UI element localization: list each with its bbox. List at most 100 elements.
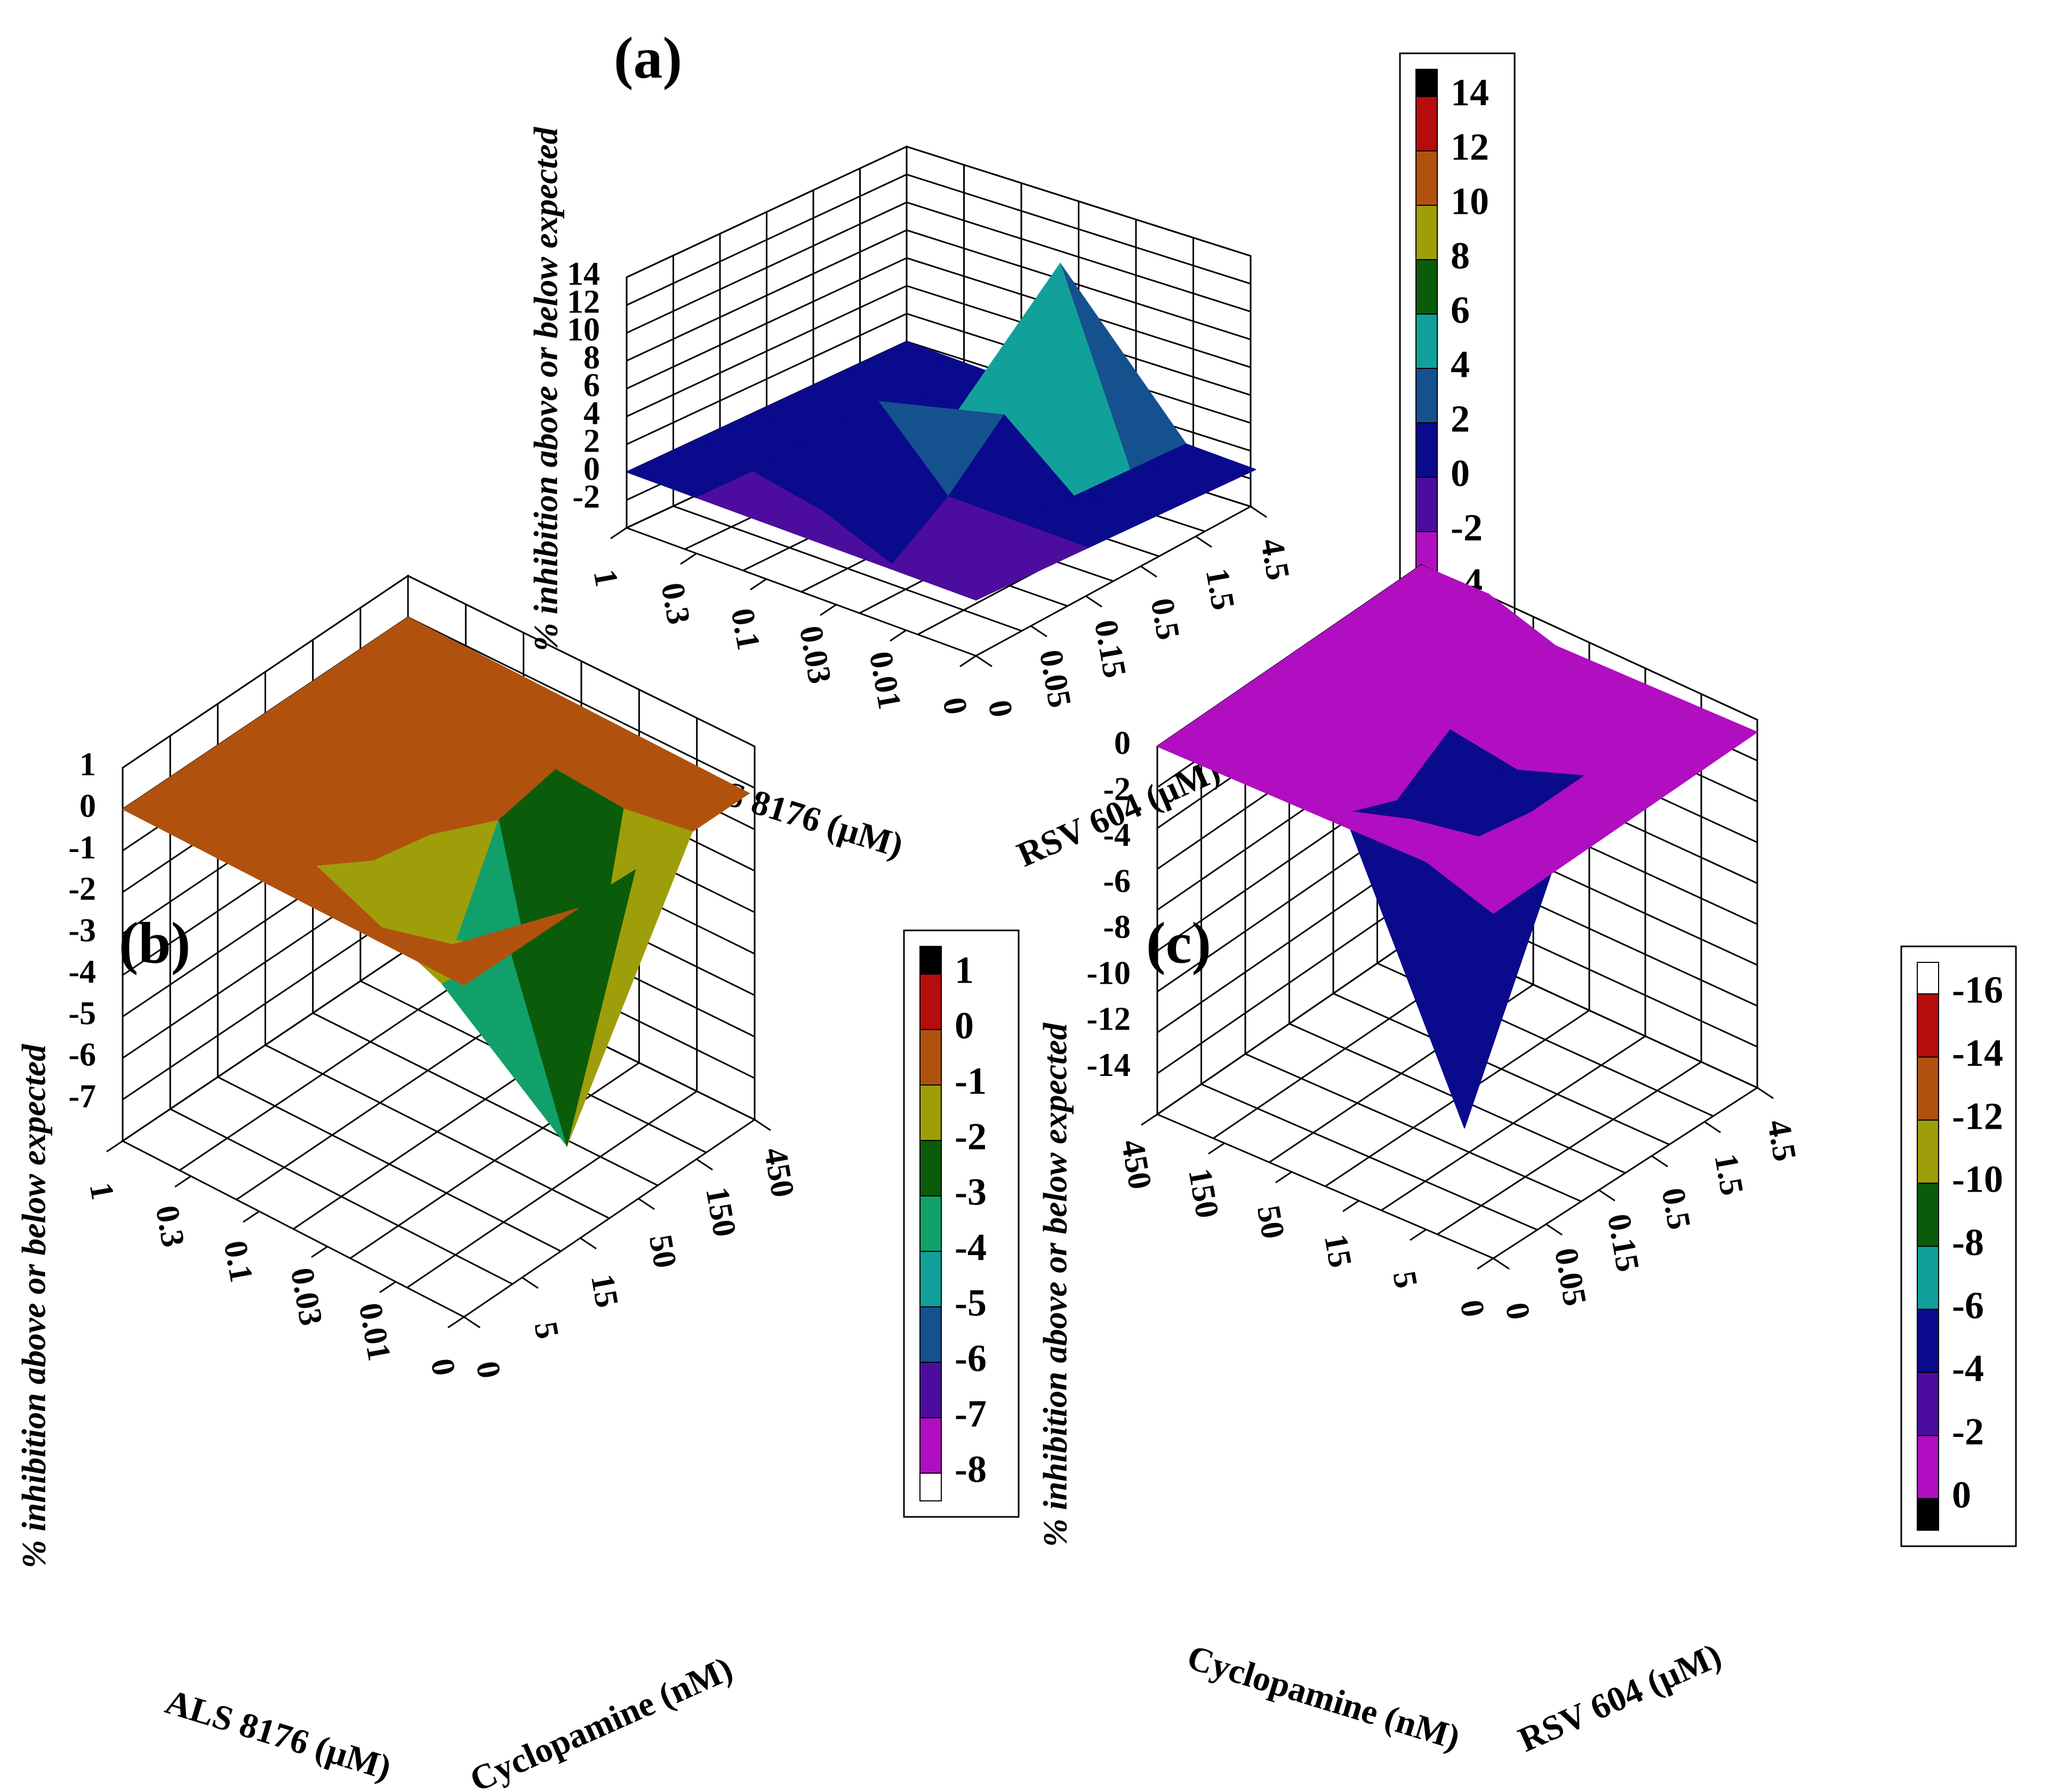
- x-tick-label: 150: [1181, 1166, 1226, 1220]
- colorbar: -16 -14 -12 -10 -8 -6 -4 -2 0: [1900, 945, 2017, 1547]
- colorbar-tick-label: -4: [955, 1226, 987, 1269]
- x-tick-mark: [680, 552, 697, 565]
- y-tick-label: 50: [642, 1232, 684, 1271]
- y-tick-label: 150: [699, 1184, 743, 1239]
- colorbar-tick-label: -8: [955, 1448, 987, 1491]
- colorbar-tick-label: 8: [1451, 235, 1470, 277]
- y-tick-mark: [1085, 595, 1102, 608]
- z-tick-label: -6: [1103, 863, 1131, 899]
- surface-facet: [1570, 674, 1691, 704]
- y-tick-label: 0.5: [1143, 596, 1186, 642]
- surface-facet: [695, 471, 823, 512]
- colorbar-swatch: [1415, 477, 1438, 532]
- surface-facet: [1435, 593, 1557, 654]
- colorbar-tick-label: -7: [955, 1393, 987, 1435]
- colorbar-swatch: [919, 1473, 942, 1501]
- y-tick-mark: [463, 1316, 481, 1329]
- colorbar-tick-label: -8: [1952, 1221, 1984, 1264]
- surface-facet: [1208, 673, 1332, 727]
- surface-facet: [418, 652, 546, 704]
- colorbar-swatch: [919, 1251, 942, 1307]
- colorbar-tick-label: 1: [955, 949, 974, 992]
- surface-facet: [794, 367, 921, 395]
- y-tick-mark: [1030, 625, 1047, 638]
- surface-facet: [1018, 495, 1144, 523]
- y-tick-label: 4.5: [1760, 1117, 1803, 1164]
- colorbar-tick-label: 4: [1451, 343, 1470, 386]
- y-tick-mark: [1250, 505, 1267, 518]
- surface-facet: [430, 750, 557, 835]
- x-tick-label: 0.1: [724, 606, 766, 653]
- z-axis-label: % inhibition above or below expected: [15, 1044, 53, 1569]
- surface-facet: [509, 869, 636, 1148]
- surface-facet: [361, 703, 489, 752]
- y-tick-mark: [1195, 535, 1212, 548]
- colorbar-swatch: [919, 974, 942, 1030]
- y-tick-label: 450: [757, 1145, 801, 1200]
- surface-facet: [1358, 819, 1479, 838]
- surface-facet: [1343, 800, 1465, 1129]
- panel-label: (b): [119, 910, 190, 975]
- z-tick-label: -4: [68, 954, 96, 990]
- y-axis-label: RSV 604 (µM): [1513, 1636, 1727, 1759]
- x-tick-mark: [1275, 1171, 1292, 1184]
- z-tick-labels: 0 -2 -4 -6 -8 -10 -12 -14: [1086, 725, 1131, 1083]
- y-tick-mark: [1757, 1087, 1774, 1099]
- colorbar-swatch: [1917, 1308, 1939, 1373]
- x-tick-label: 0.3: [654, 580, 697, 627]
- y-axis-label: Cyclopamine (nM): [465, 1649, 739, 1792]
- z-axis-label: % inhibition above or below expected: [1036, 1023, 1074, 1547]
- z-tick-label: -2: [572, 479, 600, 515]
- x-tick-labels: 1 0.3 0.1 0.03 0.01 0: [83, 1180, 462, 1378]
- surface-facet: [1223, 761, 1345, 814]
- z-tick-label: -7: [68, 1078, 96, 1114]
- y-tick-mark: [754, 1119, 771, 1131]
- surface-facet: [1291, 803, 1412, 820]
- x-tick-label: 450: [1114, 1137, 1158, 1192]
- colorbar-tick-label: 14: [1451, 71, 1489, 114]
- surface-facet: [304, 745, 432, 836]
- y-tick-mark: [1546, 1223, 1563, 1236]
- surface-facet: [497, 769, 626, 821]
- colorbar-tick-label: -2: [1451, 507, 1483, 549]
- colorbar-tick-label: -2: [1952, 1410, 1984, 1453]
- z-tick-label: -4: [1103, 817, 1131, 854]
- x-tick-mark: [750, 578, 767, 591]
- colorbar-swatch: [1415, 368, 1438, 423]
- z-tick-label: 8: [583, 340, 600, 376]
- colorbar-swatch: [1917, 1498, 1939, 1531]
- y-tick-label: 0.05: [1548, 1245, 1594, 1309]
- x-tick-label: 0: [936, 695, 974, 717]
- colorbar-tick-label: 0: [1451, 452, 1470, 495]
- y-tick-label: 0: [469, 1359, 508, 1381]
- y-tick-label: 0: [981, 697, 1020, 720]
- y-tick-mark: [1140, 565, 1157, 578]
- colorbar-tick-label: 6: [1451, 289, 1470, 332]
- z-tick-label: 4: [583, 395, 600, 431]
- surface-facet: [1156, 710, 1279, 763]
- panel-b-chart: (b)10-1-2-3-4-5-6-710.30.10.030.010 05155…: [15, 574, 1020, 1792]
- surface-facet: [1530, 775, 1652, 813]
- surface-facet: [121, 770, 250, 819]
- y-tick-label: 0: [1499, 1300, 1537, 1322]
- x-tick-mark: [610, 527, 627, 540]
- y-tick-label: 0.5: [1654, 1185, 1697, 1232]
- y-tick-label: 4.5: [1253, 536, 1296, 583]
- surface-facet: [961, 521, 1090, 591]
- z-tick-label: -3: [68, 912, 96, 949]
- z-tick-label: -14: [1086, 1047, 1131, 1083]
- x-tick-mark: [1342, 1200, 1359, 1212]
- colorbar-tick-label: 0: [1952, 1473, 1971, 1516]
- z-tick-label: 10: [567, 312, 600, 348]
- surface-facet: [682, 419, 809, 447]
- surface-facet: [1314, 601, 1437, 654]
- surface-facet: [235, 693, 364, 746]
- x-tick-mark: [1477, 1257, 1494, 1270]
- z-tick-label: -6: [68, 1037, 96, 1073]
- x-axis-label: ALS 8176 (µM): [161, 1682, 396, 1788]
- x-tick-mark: [1141, 1113, 1158, 1126]
